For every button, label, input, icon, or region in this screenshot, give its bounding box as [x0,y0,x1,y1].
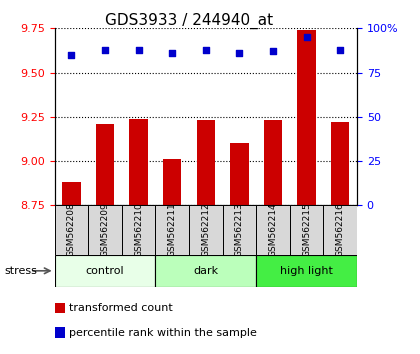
Point [102,47,108,52]
Bar [223,205,256,255]
Text: percentile rank within the sample: percentile rank within the sample [69,328,257,338]
Point [270,48,276,54]
Bar [256,255,357,287]
Text: GSM562209: GSM562209 [100,203,110,257]
Bar [122,205,155,255]
Point [236,50,243,56]
Point [337,47,344,52]
Bar [55,205,88,255]
Bar [155,205,189,255]
Text: high light: high light [280,266,333,276]
Bar [189,205,223,255]
Point [202,47,209,52]
Bar [323,205,357,255]
Text: GDS3933 / 244940_at: GDS3933 / 244940_at [105,12,273,29]
Bar [96,124,114,205]
Point [135,47,142,52]
Text: transformed count: transformed count [69,303,173,313]
Text: GSM562210: GSM562210 [134,203,143,257]
Bar [155,255,256,287]
Point [68,52,75,58]
Bar [230,143,249,205]
Text: GSM562208: GSM562208 [67,203,76,257]
Bar [256,205,290,255]
Point [303,34,310,40]
Text: GSM562216: GSM562216 [336,203,345,257]
Text: dark: dark [193,266,218,276]
Text: GSM562213: GSM562213 [235,203,244,257]
Text: control: control [86,266,124,276]
Text: GSM562215: GSM562215 [302,203,311,257]
Point [169,50,176,56]
Text: GSM562214: GSM562214 [268,203,278,257]
Bar [62,182,81,205]
Bar [88,205,122,255]
Bar [297,30,316,205]
Bar [163,159,181,205]
Bar [331,122,349,205]
Text: GSM562211: GSM562211 [168,203,177,257]
Bar [264,120,282,205]
Bar [290,205,323,255]
Text: GSM562212: GSM562212 [201,203,210,257]
Bar [197,120,215,205]
Bar [55,255,155,287]
Text: stress: stress [4,266,37,276]
Bar [129,119,148,205]
